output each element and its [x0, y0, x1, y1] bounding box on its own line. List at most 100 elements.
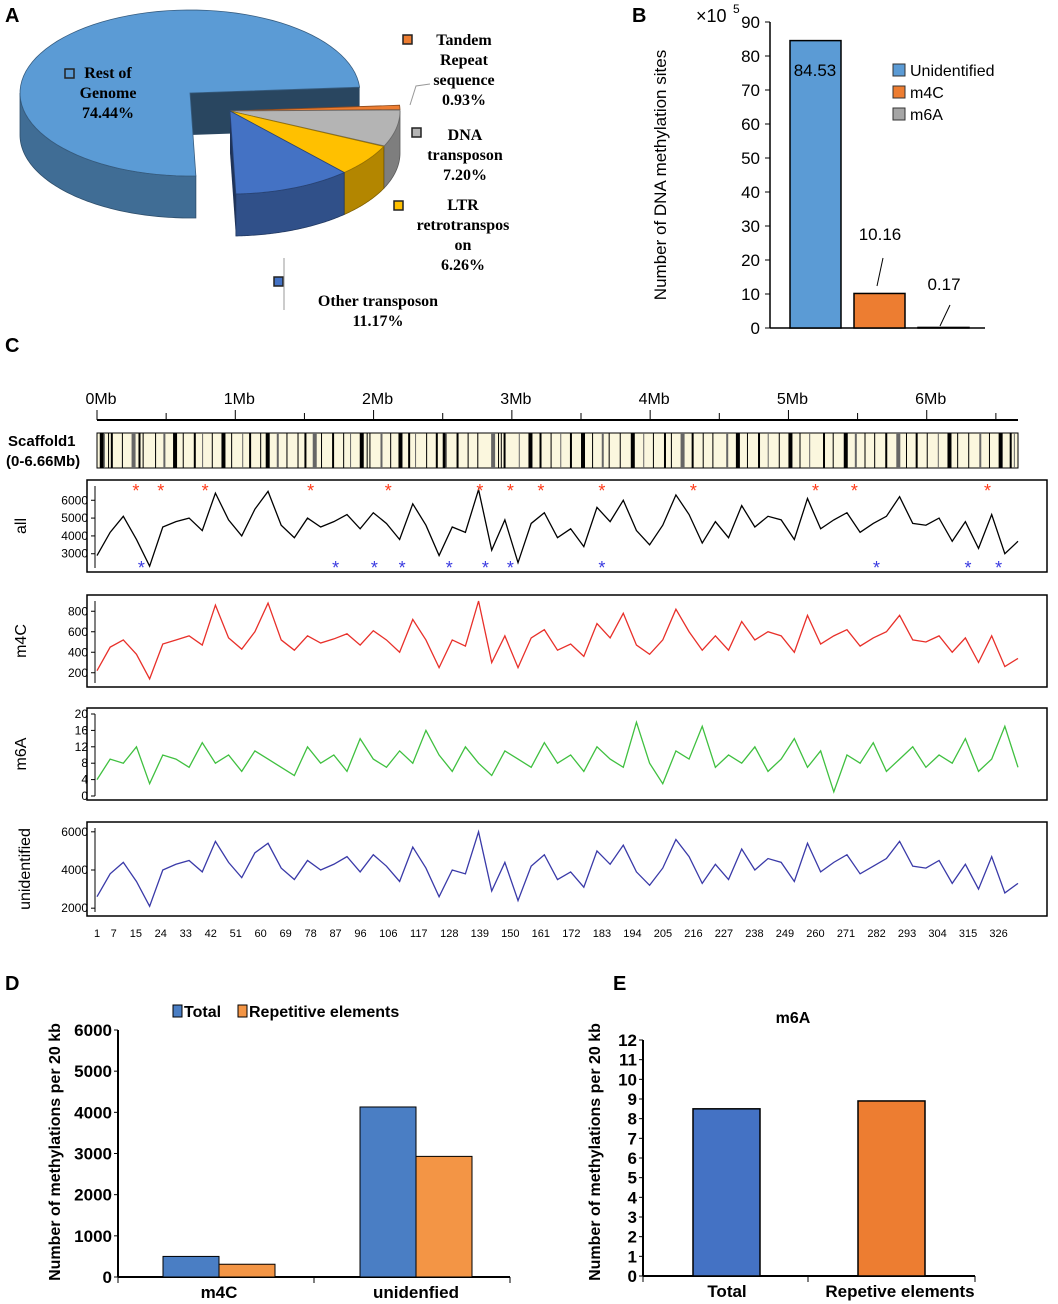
scaffold-mark — [915, 433, 918, 468]
red-asterisk: * — [202, 481, 209, 501]
track-frame — [86, 821, 1048, 917]
axis-multiplier: ×10 — [696, 6, 727, 26]
y-tick-label: 600 — [68, 625, 88, 639]
blue-asterisk: * — [965, 558, 972, 578]
scaffold-mark — [110, 433, 113, 468]
red-asterisk: * — [157, 481, 164, 501]
panel-label: D — [5, 973, 19, 995]
scaffold-mark — [242, 433, 244, 468]
leader-line — [939, 304, 951, 327]
y-tick-label: 9 — [628, 1090, 637, 1109]
bar — [917, 326, 970, 329]
x-tick-label: 326 — [989, 928, 1007, 940]
bar — [789, 39, 842, 329]
y-tick-label: 5000 — [61, 511, 88, 525]
track-label: unidentified — [17, 828, 34, 910]
scaffold-mark — [601, 433, 604, 468]
scaffold-mark — [260, 433, 262, 468]
pie-slice — [229, 110, 346, 195]
x-tick-label: 282 — [867, 928, 885, 940]
bar — [218, 1263, 276, 1278]
scaffold-mark — [445, 433, 447, 468]
x-tick-label: 161 — [532, 928, 550, 940]
y-tick-label: 2 — [628, 1228, 637, 1247]
y-tick-label: 2000 — [74, 1186, 112, 1205]
x-tick-label: 106 — [379, 928, 397, 940]
x-tick-label: 51 — [230, 928, 242, 940]
scaffold-bar — [96, 432, 1019, 469]
y-tick-label: 5000 — [74, 1062, 112, 1081]
x-tick-label: Repetive elements — [825, 1282, 974, 1301]
ruler-label: 6Mb — [915, 391, 946, 408]
y-tick-label: 6 — [628, 1149, 637, 1168]
scaffold-mark — [979, 433, 982, 468]
series-line — [96, 600, 1019, 681]
scaffold-mark — [758, 433, 761, 468]
x-tick-label: 15 — [130, 928, 142, 940]
red-asterisk: * — [812, 481, 819, 501]
ruler-label: 4Mb — [639, 391, 670, 408]
red-asterisk: * — [507, 481, 514, 501]
track-frame — [86, 479, 1048, 573]
y-tick-label: 12 — [75, 740, 89, 754]
pie-slice — [229, 110, 385, 173]
scaffold-mark — [712, 433, 714, 468]
scaffold-mark — [398, 433, 403, 468]
y-tick-label: 8 — [628, 1110, 637, 1129]
scaffold-mark — [408, 433, 411, 468]
x-tick-label: 33 — [180, 928, 192, 940]
y-tick-label: 0 — [751, 319, 760, 338]
scaffold-label: Scaffold1 — [8, 433, 76, 450]
scaffold-mark — [193, 433, 196, 468]
x-tick-label: 117 — [410, 928, 428, 940]
y-tick-label: 4000 — [61, 529, 88, 543]
blue-asterisk: * — [446, 558, 453, 578]
panel-label: C — [5, 335, 19, 357]
y-tick-label: 60 — [741, 115, 760, 134]
x-tick-label: 24 — [155, 928, 167, 940]
scaffold-mark — [809, 433, 811, 468]
ruler-label: 5Mb — [777, 391, 808, 408]
scaffold-mark — [854, 433, 857, 468]
red-asterisk: * — [690, 481, 697, 501]
scaffold-mark — [304, 433, 307, 468]
legend-swatch — [892, 85, 906, 99]
blue-asterisk: * — [482, 558, 489, 578]
scaffold-mark — [155, 433, 157, 468]
scaffold-mark — [767, 433, 769, 468]
y-tick-label: 6000 — [61, 825, 88, 839]
x-tick-label: 249 — [776, 928, 794, 940]
y-tick-label: 5 — [628, 1169, 637, 1188]
scaffold-mark — [99, 433, 104, 468]
panel-label: A — [5, 5, 19, 27]
y-tick-label: 200 — [68, 666, 88, 680]
scaffold-mark — [202, 433, 204, 468]
track-frame — [86, 707, 1048, 801]
scaffold-range: (0-6.66Mb) — [6, 453, 80, 470]
scaffold-mark — [108, 433, 110, 468]
legend-swatch — [172, 1004, 183, 1018]
scaffold-mark — [350, 433, 352, 468]
y-tick-label: 400 — [68, 645, 88, 659]
y-tick-label: 12 — [618, 1031, 637, 1050]
scaffold-mark — [265, 433, 270, 468]
y-tick-label: 10 — [741, 285, 760, 304]
pie-label: Tandem Repeat sequence 0.93% — [433, 32, 494, 109]
y-tick-label: 7 — [628, 1129, 637, 1148]
scaffold-mark — [103, 433, 105, 468]
y-tick-label: 20 — [75, 707, 89, 721]
y-tick-label: 30 — [741, 217, 760, 236]
pie-slice — [229, 109, 401, 147]
scaffold-mark — [823, 433, 826, 468]
x-tick-label: 194 — [623, 928, 641, 940]
scaffold-mark — [131, 433, 136, 468]
data-label: 0.17 — [927, 275, 960, 294]
scaffold-mark — [592, 433, 594, 468]
scaffold-mark — [390, 433, 392, 468]
red-asterisk: * — [984, 481, 991, 501]
legend-marker — [402, 34, 413, 45]
y-axis-label: Number of DNA methylation sites — [651, 50, 670, 300]
red-asterisk: * — [537, 481, 544, 501]
